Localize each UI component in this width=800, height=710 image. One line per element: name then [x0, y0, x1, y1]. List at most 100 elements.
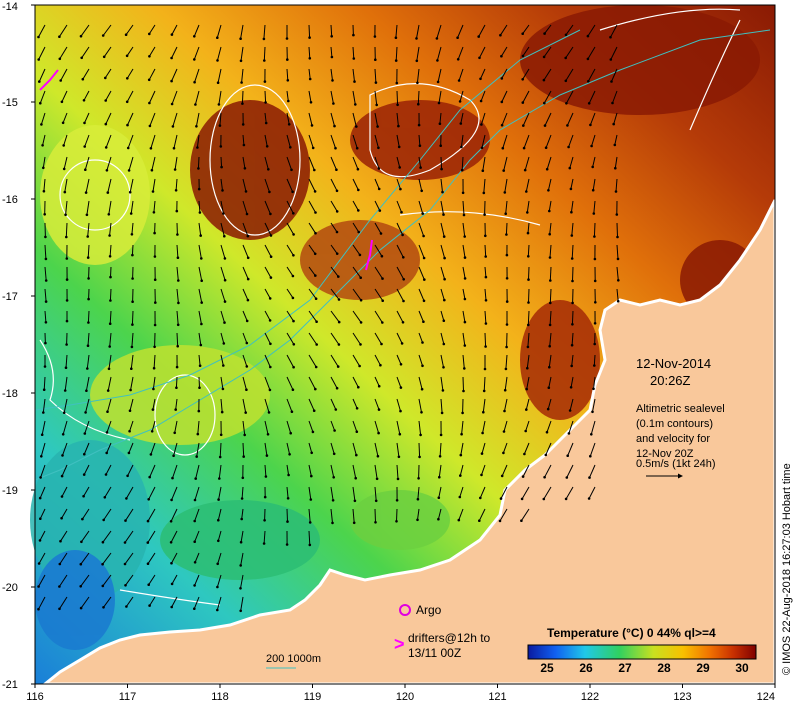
velocity-arrow	[129, 398, 134, 411]
velocity-arrow	[150, 442, 156, 455]
info-line: (0.1m contours)	[636, 418, 713, 430]
velocity-arrow	[418, 398, 422, 413]
velocity-arrow	[42, 134, 46, 146]
velocity-arrow-head	[309, 101, 313, 104]
velocity-arrow	[571, 244, 574, 259]
velocity-arrow-head	[478, 56, 481, 60]
velocity-arrow-head	[264, 475, 268, 478]
velocity-arrow	[171, 552, 178, 564]
velocity-arrow	[546, 156, 552, 170]
velocity-arrow	[197, 420, 200, 435]
velocity-arrow	[569, 156, 574, 169]
velocity-arrow	[545, 134, 552, 148]
velocity-arrow-head	[416, 81, 419, 85]
velocity-arrow	[590, 420, 596, 435]
velocity-arrow	[171, 574, 178, 585]
velocity-arrow-head	[107, 367, 111, 371]
velocity-arrow	[374, 266, 383, 279]
velocity-arrow-head	[102, 55, 106, 59]
velocity-arrow	[171, 90, 178, 105]
velocity-arrow	[110, 266, 112, 278]
velocity-arrow	[330, 266, 339, 277]
velocity-arrow	[352, 222, 360, 233]
velocity-arrow-head	[292, 365, 295, 369]
velocity-arrow	[151, 156, 156, 171]
velocity-arrow	[172, 464, 178, 479]
velocity-arrow	[588, 90, 596, 104]
velocity-arrow-head	[504, 212, 508, 215]
velocity-arrow-head	[242, 143, 246, 147]
velocity-arrow-head	[169, 520, 173, 523]
velocity-arrow	[587, 68, 596, 82]
velocity-arrow	[396, 288, 404, 302]
velocity-arrow-head	[108, 254, 112, 258]
velocity-arrow-head	[544, 146, 548, 149]
velocity-arrow-head	[44, 341, 47, 345]
velocity-arrow-head	[109, 299, 112, 302]
velocity-arrow-head	[333, 124, 336, 128]
velocity-arrow	[439, 442, 442, 457]
velocity-arrow	[39, 486, 46, 499]
velocity-arrow-head	[246, 277, 250, 281]
velocity-arrow	[242, 332, 248, 344]
velocity-arrow-head	[331, 499, 335, 502]
velocity-arrow	[263, 24, 266, 39]
velocity-arrow-head	[79, 34, 83, 38]
info-text: Altimetric sealevel (0.1m contours) and …	[636, 403, 725, 470]
colorbar-tick-label: 25	[540, 661, 554, 675]
velocity-arrow-head	[79, 585, 82, 588]
velocity-arrow-head	[337, 275, 340, 278]
velocity-arrow	[418, 420, 422, 435]
velocity-arrow	[504, 376, 508, 391]
velocity-arrow-head	[287, 99, 290, 103]
velocity-arrow	[543, 46, 552, 58]
velocity-arrow	[130, 200, 134, 214]
velocity-arrow-head	[104, 122, 108, 126]
velocity-arrow-head	[593, 364, 596, 367]
velocity-arrow	[130, 354, 134, 369]
velocity-arrow-head	[263, 80, 267, 83]
velocity-arrow	[286, 222, 295, 235]
velocity-arrow	[264, 266, 272, 278]
velocity-arrow	[220, 310, 225, 323]
velocity-arrow-head	[62, 144, 65, 147]
velocity-arrow	[308, 376, 316, 390]
velocity-arrow	[149, 464, 156, 478]
velocity-arrow	[105, 90, 112, 101]
velocity-arrow	[242, 266, 249, 280]
velocity-arrow	[611, 68, 618, 82]
velocity-arrow-head	[501, 146, 505, 150]
velocity-arrow-head	[39, 476, 42, 479]
velocity-arrow	[176, 288, 179, 303]
velocity-arrow	[308, 266, 316, 276]
velocity-arrow	[87, 310, 90, 323]
velocity-arrow	[567, 442, 574, 456]
velocity-arrow	[217, 552, 222, 564]
velocity-arrow-head	[394, 36, 398, 39]
velocity-arrow-head	[459, 453, 463, 457]
velocity-arrow-head	[58, 607, 61, 611]
velocity-arrow-head	[353, 499, 357, 503]
velocity-arrow-head	[315, 320, 318, 324]
velocity-arrow	[571, 332, 574, 346]
velocity-arrow	[62, 112, 68, 123]
velocity-arrow-head	[153, 231, 156, 235]
velocity-arrow-head	[461, 191, 465, 195]
velocity-arrow-head	[59, 79, 62, 82]
velocity-arrow-head	[86, 367, 89, 370]
velocity-arrow-head	[263, 59, 266, 62]
velocity-arrow-head	[460, 168, 464, 172]
velocity-arrow	[148, 486, 156, 500]
velocity-arrow-head	[63, 190, 67, 194]
drifter-tracks	[39, 69, 373, 271]
velocity-arrow	[148, 46, 156, 57]
velocity-arrow-head	[268, 319, 272, 322]
lat-tick-label: -17	[2, 291, 18, 303]
velocity-arrow	[501, 68, 508, 79]
velocity-arrow-head	[547, 386, 551, 390]
velocity-arrow	[480, 90, 486, 102]
velocity-arrow-head	[170, 582, 174, 586]
velocity-arrow	[549, 222, 552, 235]
velocity-arrow	[374, 310, 383, 323]
velocity-arrow	[308, 24, 311, 38]
